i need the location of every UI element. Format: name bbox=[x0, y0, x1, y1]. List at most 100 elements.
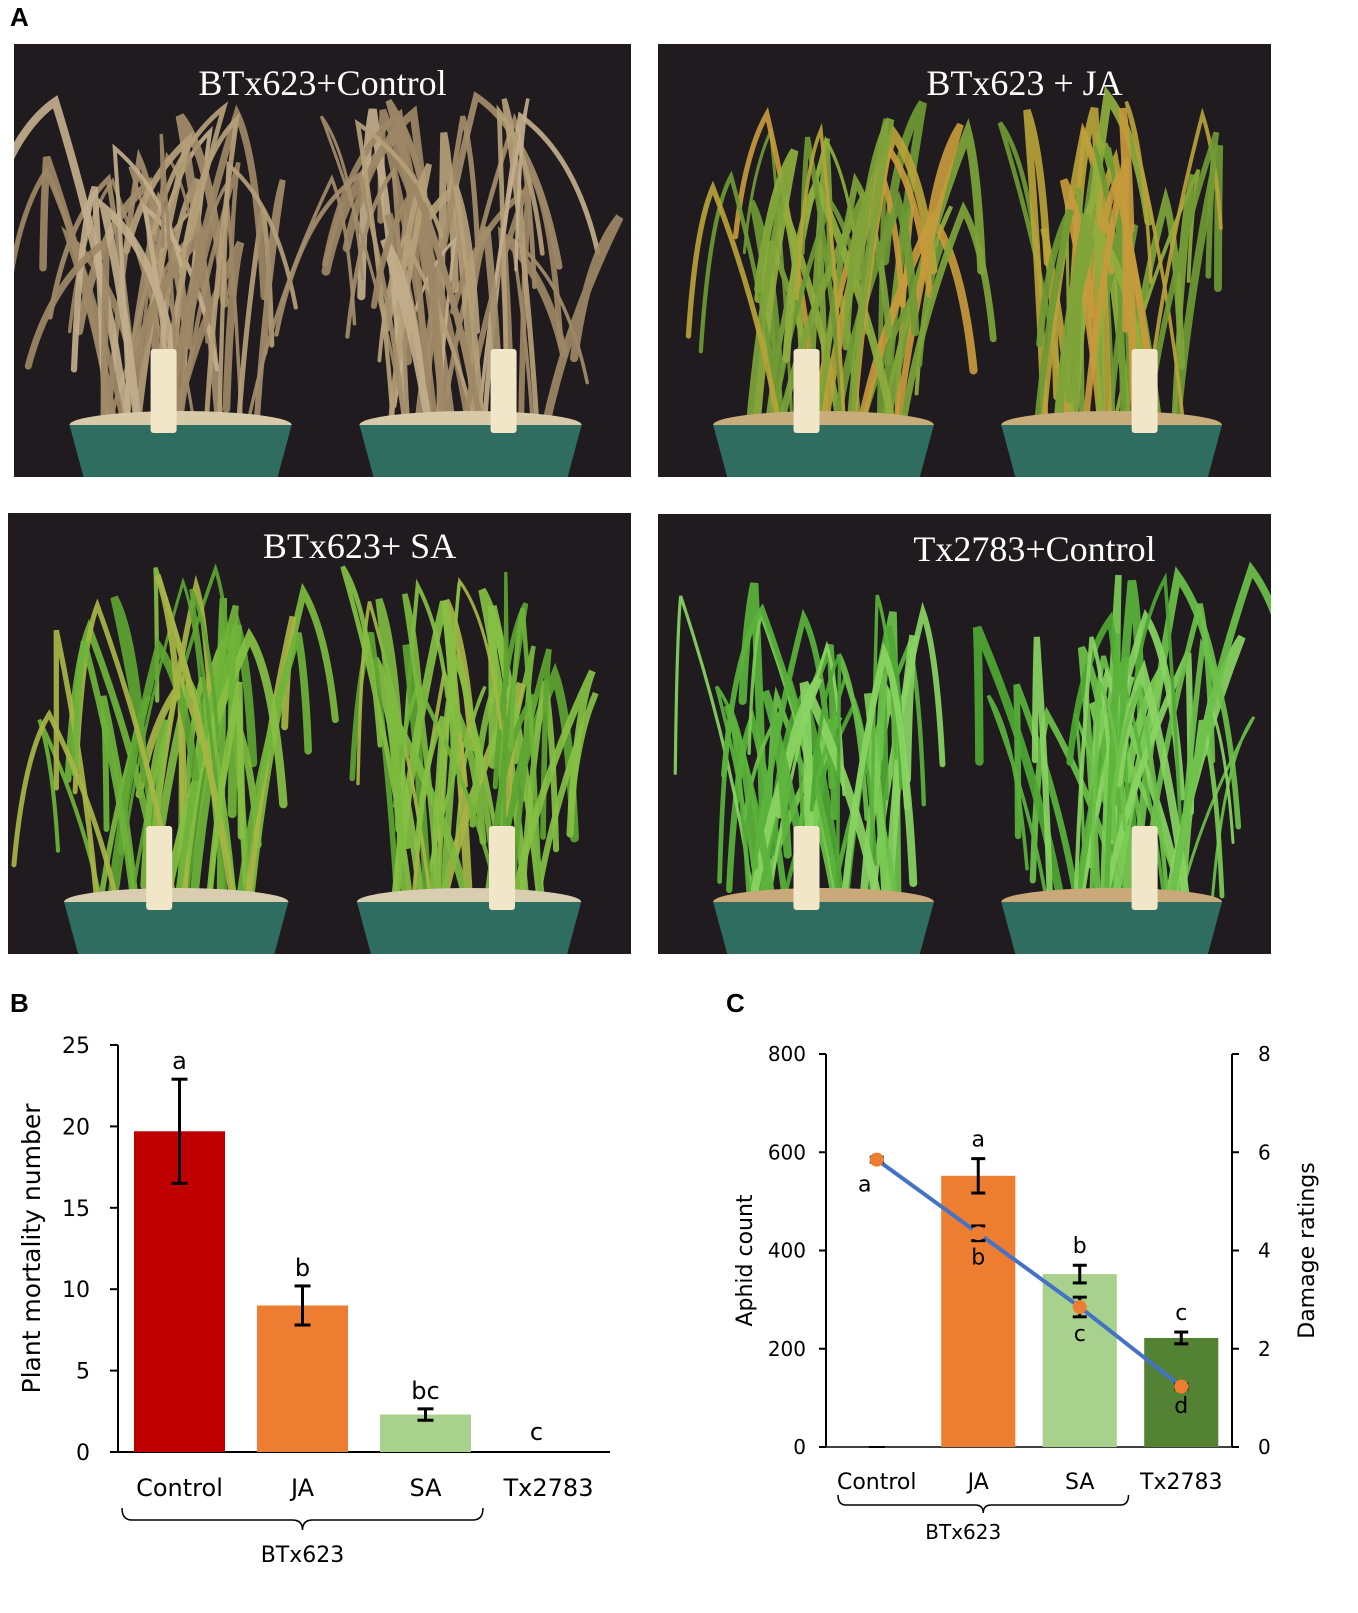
leaf-blade bbox=[1013, 683, 1081, 908]
leaf-blade bbox=[879, 100, 927, 432]
leaf-blade bbox=[673, 595, 756, 906]
leaf-blade bbox=[375, 597, 409, 908]
leaf-blade bbox=[799, 680, 884, 909]
leaf-blade bbox=[274, 171, 408, 430]
plant-tag bbox=[489, 826, 516, 910]
group-brace bbox=[837, 1494, 1130, 1514]
bar-significance-letter: a bbox=[972, 1128, 985, 1153]
damage-rating-line bbox=[875, 1158, 1183, 1389]
y-axis-label: Plant mortality number bbox=[17, 1103, 46, 1394]
leaf-blade bbox=[1082, 157, 1129, 431]
leaf-blade bbox=[829, 638, 927, 907]
leaf-blade bbox=[14, 95, 132, 432]
leaf-blade bbox=[354, 118, 444, 430]
leaf-blade bbox=[508, 608, 543, 907]
plant-tag bbox=[150, 349, 177, 433]
leaf-blade bbox=[401, 593, 442, 907]
y-tick-label: 15 bbox=[62, 1197, 90, 1222]
leaf-blade bbox=[1066, 611, 1143, 908]
x-tick-label: SA bbox=[409, 1474, 442, 1502]
x-tick-label: Tx2783 bbox=[503, 1474, 594, 1502]
significance-letter: c bbox=[530, 1418, 543, 1446]
leaf-blade bbox=[747, 608, 839, 906]
photo-btx623-sa: BTx623+ SA bbox=[8, 513, 631, 954]
leaf-blade bbox=[685, 180, 782, 430]
leaf-blade bbox=[490, 693, 538, 907]
leaf-blade bbox=[173, 604, 239, 908]
leaf-blade bbox=[100, 695, 139, 907]
leaf-blade bbox=[370, 182, 485, 430]
bar-significance-letter: b bbox=[1073, 1234, 1087, 1259]
leaf-blade bbox=[732, 106, 822, 430]
leaf-blade bbox=[809, 654, 842, 906]
leaf-blade bbox=[253, 179, 286, 430]
y-tick-label: 10 bbox=[62, 1278, 90, 1303]
plant-photo-illustration bbox=[673, 561, 1271, 954]
plant-photo-illustration bbox=[685, 85, 1224, 477]
plant-tag bbox=[146, 826, 173, 910]
plant-pot-group bbox=[673, 582, 946, 954]
leaf-blade bbox=[387, 162, 433, 430]
leaf-blade bbox=[322, 108, 433, 431]
pot-body bbox=[1001, 425, 1222, 477]
plant-pot-group bbox=[274, 91, 624, 477]
leaf-blade bbox=[53, 629, 100, 907]
leaf-blade bbox=[720, 603, 843, 907]
y-tick-label: 400 bbox=[768, 1239, 806, 1263]
y2-axis-label: Damage ratings bbox=[1295, 1162, 1320, 1338]
leaf-blade bbox=[541, 214, 624, 432]
y2-tick-label: 6 bbox=[1258, 1140, 1271, 1164]
leaf-blade bbox=[380, 237, 433, 431]
bar bbox=[256, 1305, 349, 1452]
plant-pot-group bbox=[685, 100, 997, 477]
pot-body bbox=[64, 902, 289, 954]
plant-pot-group bbox=[11, 563, 339, 954]
leaf-blade bbox=[509, 669, 596, 908]
leaf-blade bbox=[452, 184, 485, 430]
leaf-blade bbox=[161, 627, 288, 909]
y-tick-label: 800 bbox=[768, 1042, 806, 1066]
y-tick-label: 25 bbox=[62, 1034, 90, 1059]
leaf-blade bbox=[894, 122, 964, 431]
leaf-blade bbox=[342, 105, 448, 431]
leaf-blade bbox=[170, 240, 245, 431]
x-tick-label: Tx2783 bbox=[1139, 1470, 1222, 1495]
leaf-blade bbox=[1031, 636, 1054, 908]
leaf-blade bbox=[840, 641, 911, 908]
leaf-blade bbox=[1072, 106, 1113, 431]
group-brace bbox=[121, 1507, 484, 1531]
leaf-blade bbox=[345, 165, 410, 430]
plant-pot-group bbox=[972, 561, 1271, 954]
damage-rating-point bbox=[1072, 1299, 1087, 1314]
pot-body bbox=[356, 902, 582, 954]
y-tick-label: 200 bbox=[768, 1337, 806, 1361]
photo-btx623-ja: BTx623 + JA bbox=[658, 44, 1271, 477]
leaf-blade bbox=[881, 117, 987, 432]
leaf-blade bbox=[1103, 633, 1121, 907]
line-significance-letter: a bbox=[858, 1173, 871, 1198]
leaf-blade bbox=[476, 98, 530, 429]
y2-tick-label: 8 bbox=[1258, 1042, 1271, 1066]
plant-tag bbox=[793, 349, 820, 433]
leaf-blade bbox=[71, 640, 138, 908]
leaf-blade bbox=[898, 201, 997, 431]
leaf-blade bbox=[1053, 235, 1097, 431]
plant-tag bbox=[1131, 826, 1158, 910]
line-significance-letter: d bbox=[1174, 1394, 1188, 1419]
leaf-blade bbox=[1177, 716, 1256, 906]
leaf-blade bbox=[502, 571, 509, 906]
y2-tick-label: 2 bbox=[1258, 1337, 1271, 1361]
y-tick-label: 600 bbox=[768, 1140, 806, 1164]
leaf-blade bbox=[106, 637, 200, 909]
pot-body bbox=[1001, 902, 1222, 954]
photo-label: BTx623 + JA bbox=[926, 63, 1123, 103]
leaf-blade bbox=[745, 176, 790, 431]
leaf-blade bbox=[178, 112, 241, 430]
leaf-blade bbox=[1139, 603, 1216, 907]
y2-tick-label: 0 bbox=[1258, 1435, 1271, 1459]
x-tick-label: JA bbox=[289, 1474, 315, 1502]
line-significance-letter: b bbox=[971, 1246, 985, 1271]
leaf-blade bbox=[883, 634, 918, 909]
damage-rating-point bbox=[869, 1152, 884, 1167]
y-tick-label: 0 bbox=[793, 1435, 806, 1459]
